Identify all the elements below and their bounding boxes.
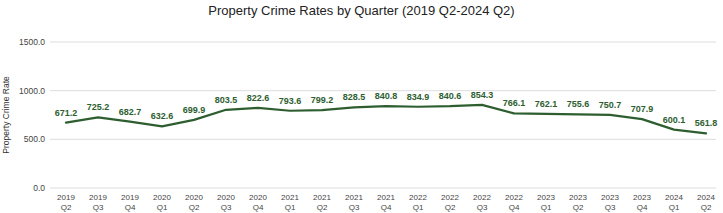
data-label: 632.6 (151, 111, 174, 121)
x-tick-label: 2021Q1 (281, 193, 299, 212)
chart: Property Crime Rates by Quarter (2019 Q2… (0, 0, 723, 213)
y-tick-label: 500.0 (24, 134, 46, 144)
x-tick-label: 2021Q2 (313, 193, 331, 212)
data-label: 766.1 (503, 98, 526, 108)
x-tick-label: 2022Q2 (441, 193, 459, 212)
x-tick-label: 2021Q3 (345, 193, 363, 212)
data-label: 793.6 (279, 96, 302, 106)
grid-line (50, 139, 716, 140)
x-tick-label: 2023Q1 (537, 193, 555, 212)
data-label: 854.3 (471, 90, 494, 100)
x-tick-label: 2023Q3 (601, 193, 619, 212)
data-label: 762.1 (535, 99, 558, 109)
data-label: 803.5 (215, 95, 238, 105)
x-tick-label: 2020Q3 (217, 193, 235, 212)
data-label: 682.7 (119, 107, 142, 117)
y-tick-label: 0.0 (33, 183, 45, 193)
data-label: 699.9 (183, 105, 206, 115)
data-label: 828.5 (343, 92, 366, 102)
x-tick-label: 2022Q1 (409, 193, 427, 212)
grid-line (50, 188, 716, 189)
x-tick-label: 2020Q4 (249, 193, 267, 212)
grid-line (50, 42, 716, 43)
x-tick-label: 2023Q2 (569, 193, 587, 212)
x-tick-label: 2019Q4 (121, 193, 139, 212)
data-label: 840.6 (439, 91, 462, 101)
x-tick-label: 2022Q3 (473, 193, 491, 212)
x-tick-label: 2019Q3 (89, 193, 107, 212)
data-label: 561.8 (695, 118, 718, 128)
y-tick-label: 1000.0 (19, 86, 45, 96)
x-tick-label: 2024Q1 (665, 193, 683, 212)
data-label: 755.6 (567, 99, 590, 109)
x-tick-label: 2024Q2 (697, 193, 715, 212)
y-axis-label: Property Crime Rate (1, 76, 11, 154)
data-label: 834.9 (407, 92, 430, 102)
x-tick-label: 2019Q2 (57, 193, 75, 212)
data-label: 750.7 (599, 100, 622, 110)
data-label: 707.9 (631, 104, 654, 114)
x-tick-label: 2023Q4 (633, 193, 651, 212)
data-label: 840.8 (375, 91, 398, 101)
x-tick-label: 2020Q1 (153, 193, 171, 212)
title: Property Crime Rates by Quarter (2019 Q2… (208, 3, 514, 18)
x-tick-label: 2020Q2 (185, 193, 203, 212)
data-label: 799.2 (311, 95, 334, 105)
x-tick-label: 2022Q4 (505, 193, 523, 212)
data-label: 671.2 (55, 108, 78, 118)
data-label: 600.1 (663, 115, 686, 125)
data-label: 822.6 (247, 93, 270, 103)
x-tick-label: 2021Q4 (377, 193, 395, 212)
data-label: 725.2 (87, 102, 110, 112)
y-tick-label: 1500.0 (19, 37, 45, 47)
